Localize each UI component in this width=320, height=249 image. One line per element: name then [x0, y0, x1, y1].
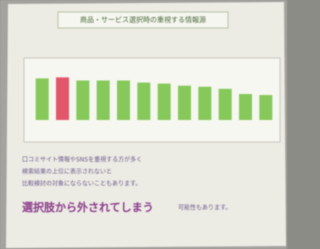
bar [198, 87, 211, 120]
bar [239, 94, 252, 120]
bar [56, 77, 69, 120]
bar [36, 78, 49, 120]
emphasis-tail: 可能性もあります。 [178, 204, 231, 212]
bar [137, 83, 150, 120]
bar [178, 86, 191, 120]
emphasis: 選択肢から外されてしまう [22, 200, 154, 214]
body-line: 口コミサイト情報やSNSを重視する方が多く [22, 156, 142, 164]
body-line: 比較検討の対象にならないこともあります。 [22, 180, 141, 188]
bar [259, 95, 272, 120]
bar [97, 80, 110, 120]
body-line: 検索結果の上位に表示されないと [22, 168, 112, 176]
bar [76, 80, 89, 120]
chart-title: 商品・サービス選択時の重視する情報源 [80, 15, 206, 24]
photo: 商品・サービス選択時の重視する情報源 口コミサイト情報やSNSを重視する方が多く… [0, 0, 287, 249]
bar [117, 80, 130, 120]
bar [158, 84, 171, 120]
bar [219, 89, 232, 120]
